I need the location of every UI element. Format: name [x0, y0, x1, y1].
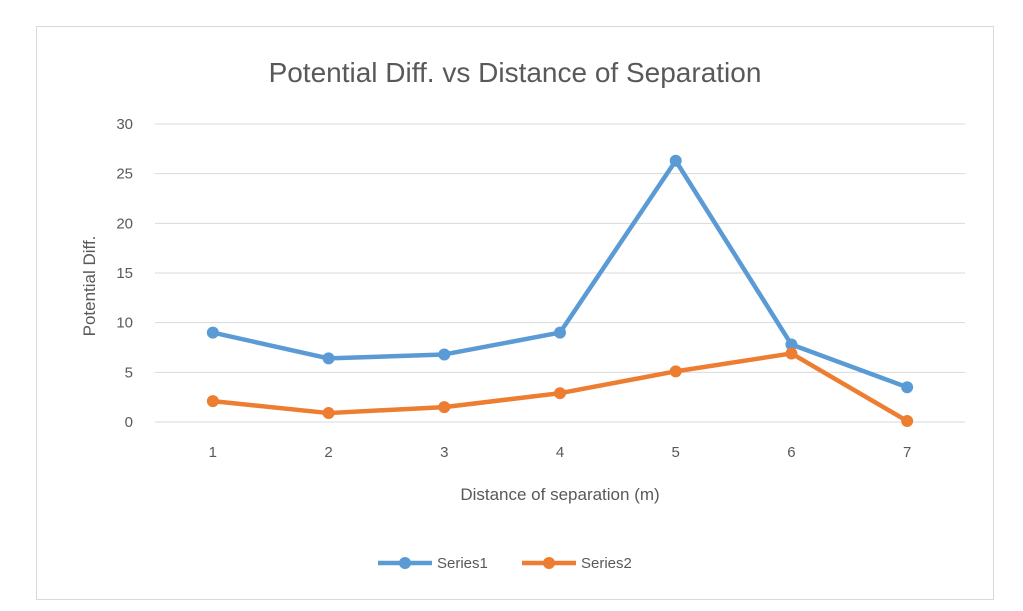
- series-layer: [206, 154, 914, 428]
- x-tick-label: 2: [324, 444, 332, 461]
- data-point: [669, 154, 682, 167]
- data-point: [669, 365, 682, 378]
- y-tick-label: 0: [125, 414, 133, 431]
- x-tick-label: 5: [672, 444, 680, 461]
- legend-swatch-marker: [543, 557, 555, 569]
- data-point: [554, 387, 566, 400]
- x-tick-label: 4: [556, 444, 564, 461]
- y-tick-label: 15: [116, 265, 133, 282]
- x-axis-ticks: 1 2 3 4 5 6 7: [209, 444, 912, 461]
- y-axis-ticks: 0 5 10 15 20 25 30: [116, 116, 133, 431]
- y-axis-title: Potential Diff.: [80, 236, 99, 337]
- x-tick-label: 3: [440, 444, 448, 461]
- y-tick-label: 25: [116, 166, 133, 183]
- data-point: [206, 395, 219, 408]
- chart-frame: [36, 26, 994, 600]
- gridlines: [155, 123, 965, 423]
- data-point: [901, 381, 914, 394]
- y-tick-label: 10: [116, 315, 133, 332]
- legend: Series1 Series2: [378, 555, 632, 572]
- legend-item: Series1: [378, 555, 488, 572]
- series-line: [210, 158, 910, 390]
- x-tick-label: 1: [209, 444, 217, 461]
- legend-swatch-marker: [399, 557, 411, 569]
- legend-item: Series2: [522, 555, 632, 572]
- data-point: [322, 352, 335, 365]
- y-tick-label: 30: [116, 116, 133, 133]
- data-point: [438, 348, 451, 361]
- chart-title: Potential Diff. vs Distance of Separatio…: [269, 57, 762, 88]
- data-point: [785, 338, 798, 351]
- y-tick-label: 5: [125, 364, 133, 381]
- data-point: [206, 326, 219, 339]
- x-axis-title: Distance of separation (m): [460, 485, 659, 504]
- data-point: [438, 401, 451, 414]
- x-tick-label: 7: [903, 444, 911, 461]
- data-point: [554, 326, 566, 339]
- data-point: [322, 407, 335, 420]
- series-2: [206, 347, 914, 428]
- data-point: [785, 347, 798, 360]
- x-tick-label: 6: [787, 444, 795, 461]
- legend-label: Series2: [581, 555, 632, 572]
- series-1: [206, 154, 914, 394]
- y-tick-label: 20: [116, 215, 133, 232]
- legend-label: Series1: [437, 555, 488, 572]
- data-point: [901, 415, 914, 428]
